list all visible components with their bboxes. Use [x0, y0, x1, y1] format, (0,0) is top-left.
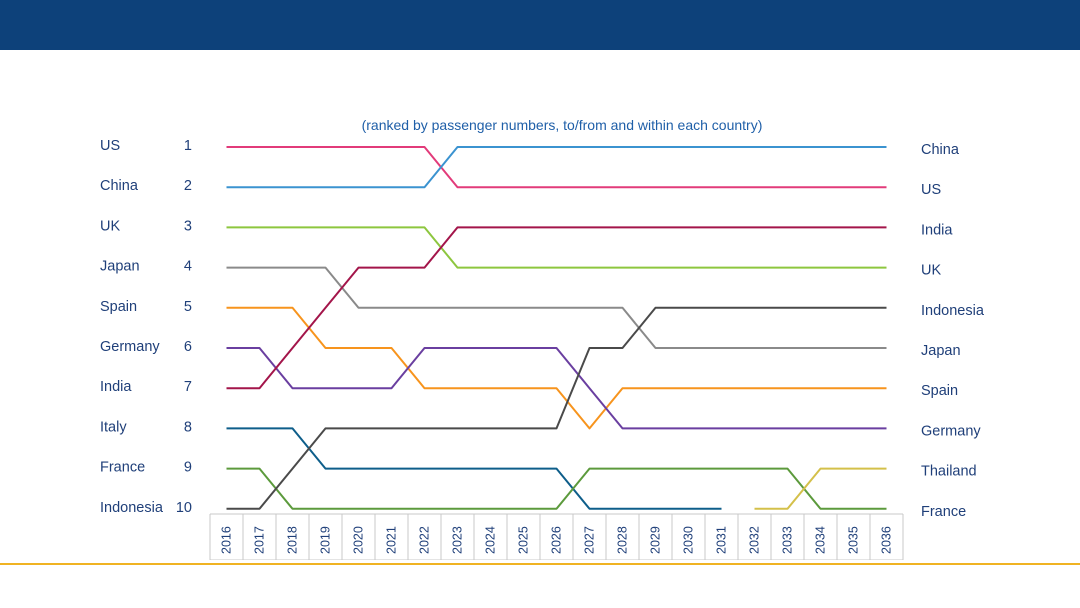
left-label: UK [100, 218, 120, 234]
left-label: Italy [100, 419, 127, 435]
series-layer [226, 146, 887, 510]
rank-number: 4 [184, 259, 192, 275]
series-line-us [226, 146, 887, 189]
rank-number: 6 [184, 339, 192, 355]
left-labels: US China UK Japan Spain Germany India Italy Fran… [100, 138, 164, 516]
left-label: Japan [100, 259, 140, 275]
x-tick-label: 2023 [451, 526, 465, 554]
right-label: Spain [921, 383, 958, 399]
x-tick-label: 2034 [814, 526, 828, 554]
right-label: Japan [921, 343, 961, 359]
left-label: Spain [100, 299, 137, 315]
series-line-france [226, 467, 887, 510]
right-label: France [921, 504, 966, 520]
series-line-indonesia [226, 306, 887, 510]
x-tick-label: 2025 [517, 526, 531, 554]
x-tick-label: 2036 [880, 526, 894, 554]
right-labels: China US India UK Indonesia Japan Spain Germany… [921, 142, 985, 520]
rank-chart: (ranked by passenger numbers, to/from an… [100, 117, 985, 560]
x-tick-label: 2017 [253, 526, 267, 554]
x-tick-label: 2016 [220, 526, 234, 554]
series-line-thailand [754, 467, 887, 510]
right-label: UK [921, 263, 941, 279]
left-label: India [100, 379, 132, 395]
x-tick-label: 2033 [781, 526, 795, 554]
x-tick-label: 2020 [352, 526, 366, 554]
left-label: Germany [100, 339, 160, 355]
series-line-china [226, 146, 887, 189]
right-label: US [921, 182, 941, 198]
series-line-uk [226, 226, 887, 269]
x-tick-label: 2021 [385, 526, 399, 554]
rank-number: 8 [184, 419, 192, 435]
x-tick-label: 2022 [418, 526, 432, 554]
rank-number: 1 [184, 138, 192, 154]
x-tick-label: 2027 [583, 526, 597, 554]
x-tick-label: 2029 [649, 526, 663, 554]
series-line-india [226, 226, 887, 390]
x-tick-label: 2018 [286, 526, 300, 554]
x-tick-label: 2019 [319, 526, 333, 554]
rank-number: 5 [184, 299, 192, 315]
left-label: France [100, 460, 145, 476]
right-label: India [921, 222, 953, 238]
rank-number: 7 [184, 379, 192, 395]
left-label: Indonesia [100, 500, 164, 516]
x-tick-labels: 2016 2017 2018 2019 2020 2021 2022 2023 2024 2025… [220, 526, 894, 554]
x-tick-label: 2030 [682, 526, 696, 554]
rank-number: 10 [176, 500, 192, 516]
bottom-rule [0, 563, 1080, 565]
series-line-spain [226, 306, 887, 430]
x-axis-box [209, 513, 904, 560]
x-tick-label: 2032 [748, 526, 762, 554]
rank-labels: 1 2 3 4 5 6 7 8 9 10 [176, 138, 192, 516]
rank-number: 3 [184, 218, 192, 234]
series-line-germany [226, 347, 887, 430]
x-tick-label: 2035 [847, 526, 861, 554]
chart-subtitle: (ranked by passenger numbers, to/from an… [362, 117, 763, 133]
rank-number: 2 [184, 178, 192, 194]
right-label: China [921, 142, 960, 158]
rank-number: 9 [184, 460, 192, 476]
right-label: Indonesia [921, 303, 985, 319]
series-line-japan [226, 266, 887, 349]
left-label: China [100, 178, 139, 194]
x-tick-label: 2031 [715, 526, 729, 554]
x-tick-label: 2028 [616, 526, 630, 554]
header-bar [0, 0, 1080, 50]
right-label: Thailand [921, 464, 977, 480]
right-label: Germany [921, 423, 981, 439]
left-label: US [100, 138, 120, 154]
x-tick-label: 2024 [484, 526, 498, 554]
x-tick-label: 2026 [550, 526, 564, 554]
